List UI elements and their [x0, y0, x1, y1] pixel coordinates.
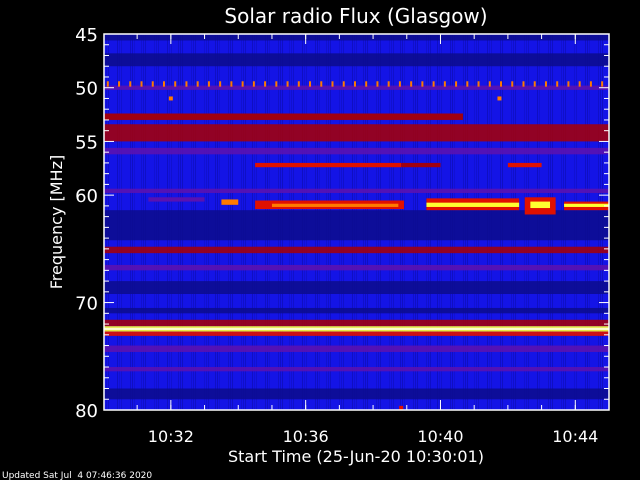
- marker-tick: [432, 81, 435, 87]
- marker-tick: [522, 81, 525, 87]
- marker-tick: [567, 81, 570, 87]
- x-tick-label: 10:40: [417, 427, 463, 446]
- marker-tick: [342, 81, 345, 87]
- data-point: [168, 96, 173, 101]
- marker-tick: [421, 81, 424, 87]
- marker-tick: [410, 81, 413, 87]
- burst-segment: [221, 199, 239, 205]
- marker-tick: [455, 81, 458, 87]
- burst-segment: [255, 162, 402, 168]
- marker-tick: [331, 81, 334, 87]
- frequency-band: [104, 345, 609, 352]
- burst-segment: [401, 162, 441, 168]
- burst-segment: [426, 202, 520, 207]
- plot-area: [104, 34, 609, 410]
- marker-tick: [151, 81, 154, 87]
- frequency-band: [104, 367, 609, 372]
- marker-tick: [230, 81, 233, 87]
- x-tick-label: 10:32: [148, 427, 194, 446]
- marker-tick: [533, 81, 536, 87]
- marker-tick: [162, 81, 165, 87]
- marker-tick: [477, 81, 480, 87]
- marker-tick: [185, 81, 188, 87]
- burst-segment: [104, 113, 463, 120]
- y-tick-label: 60: [75, 186, 98, 207]
- x-axis-label: Start Time (25-Jun-20 10:30:01): [228, 447, 484, 466]
- burst-segment: [507, 162, 542, 168]
- chart-title: Solar radio Flux (Glasgow): [224, 4, 487, 28]
- burst-segment: [271, 203, 399, 207]
- marker-tick: [286, 81, 289, 87]
- frequency-band: [104, 124, 609, 142]
- marker-tick: [443, 81, 446, 87]
- burst-segment: [564, 203, 609, 207]
- marker-tick: [387, 81, 390, 87]
- frequency-band: [104, 388, 609, 400]
- marker-tick: [376, 81, 379, 87]
- marker-tick: [466, 81, 469, 87]
- frequency-band: [104, 281, 609, 294]
- frequency-band: [104, 246, 609, 254]
- marker-tick: [106, 81, 109, 87]
- marker-tick: [129, 81, 132, 87]
- marker-tick: [398, 81, 401, 87]
- frequency-band: [104, 147, 609, 155]
- marker-tick: [365, 81, 368, 87]
- marker-tick: [252, 81, 255, 87]
- frequency-band: [104, 331, 609, 336]
- marker-tick: [174, 81, 177, 87]
- marker-tick: [601, 81, 604, 87]
- marker-tick: [556, 81, 559, 87]
- marker-tick: [578, 81, 581, 87]
- marker-tick: [118, 81, 121, 87]
- frequency-band: [104, 85, 609, 90]
- x-tick-label: 10:36: [283, 427, 329, 446]
- marker-tick: [275, 81, 278, 87]
- y-axis-label: Frequency [MHz]: [47, 155, 66, 289]
- axes: 45 50 55 60 70 80 10:32 10:36 10:40 10:44: [75, 25, 610, 446]
- y-tick-label: 45: [75, 25, 98, 46]
- burst-segment: [530, 201, 551, 209]
- y-tick-label: 50: [75, 79, 98, 100]
- marker-tick: [589, 81, 592, 87]
- x-tick-label: 10:44: [552, 427, 598, 446]
- y-tick-label: 70: [75, 294, 98, 315]
- frequency-band: [104, 53, 609, 67]
- frequency-band: [104, 264, 609, 271]
- marker-tick: [219, 81, 222, 87]
- marker-tick: [353, 81, 356, 87]
- marker-tick: [488, 81, 491, 87]
- frequency-band: [104, 188, 609, 193]
- marker-tick: [140, 81, 143, 87]
- frequency-band: [104, 34, 609, 41]
- marker-tick: [241, 81, 244, 87]
- data-point: [399, 405, 404, 410]
- y-tick-label: 55: [75, 132, 98, 153]
- plot-frame: [103, 33, 610, 411]
- updated-timestamp: Updated Sat Jul 4 07:46:36 2020: [2, 471, 152, 480]
- marker-tick: [544, 81, 547, 87]
- marker-tick: [264, 81, 267, 87]
- marker-tick: [297, 81, 300, 87]
- marker-tick: [309, 81, 312, 87]
- marker-tick: [511, 81, 514, 87]
- data-point: [497, 96, 502, 101]
- frequency-band: [104, 319, 609, 327]
- frequency-band: [104, 327, 609, 330]
- y-tick-label: 80: [75, 401, 98, 422]
- marker-tick: [500, 81, 503, 87]
- frequency-band: [104, 210, 609, 241]
- marker-tick: [320, 81, 323, 87]
- burst-segment: [148, 197, 205, 202]
- frequency-band: [104, 307, 609, 314]
- marker-tick: [196, 81, 199, 87]
- marker-tick: [207, 81, 210, 87]
